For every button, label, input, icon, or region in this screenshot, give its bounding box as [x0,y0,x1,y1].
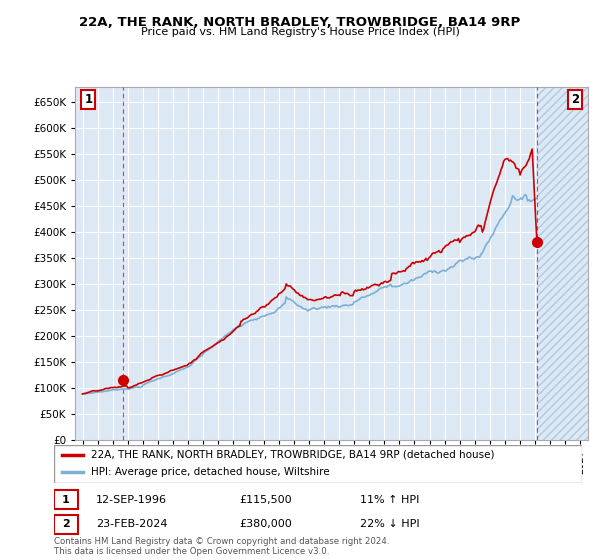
Text: £380,000: £380,000 [239,519,292,529]
Text: 22A, THE RANK, NORTH BRADLEY, TROWBRIDGE, BA14 9RP (detached house): 22A, THE RANK, NORTH BRADLEY, TROWBRIDGE… [91,450,494,460]
Text: 22% ↓ HPI: 22% ↓ HPI [360,519,420,529]
Text: 23-FEB-2024: 23-FEB-2024 [96,519,168,529]
FancyBboxPatch shape [54,490,78,509]
Text: 2: 2 [62,519,70,529]
Text: 12-SEP-1996: 12-SEP-1996 [96,494,167,505]
FancyBboxPatch shape [54,445,582,483]
FancyBboxPatch shape [54,515,78,534]
Text: Contains HM Land Registry data © Crown copyright and database right 2024.: Contains HM Land Registry data © Crown c… [54,538,389,547]
Text: 22A, THE RANK, NORTH BRADLEY, TROWBRIDGE, BA14 9RP: 22A, THE RANK, NORTH BRADLEY, TROWBRIDGE… [79,16,521,29]
Text: Price paid vs. HM Land Registry's House Price Index (HPI): Price paid vs. HM Land Registry's House … [140,27,460,38]
Text: 1: 1 [84,92,92,106]
Bar [537,87,588,440]
Text: 2: 2 [571,92,579,106]
Text: 1: 1 [62,494,70,505]
Text: HPI: Average price, detached house, Wiltshire: HPI: Average price, detached house, Wilt… [91,468,329,478]
Text: £115,500: £115,500 [239,494,292,505]
Text: 11% ↑ HPI: 11% ↑ HPI [360,494,419,505]
Text: This data is licensed under the Open Government Licence v3.0.: This data is licensed under the Open Gov… [54,548,329,557]
